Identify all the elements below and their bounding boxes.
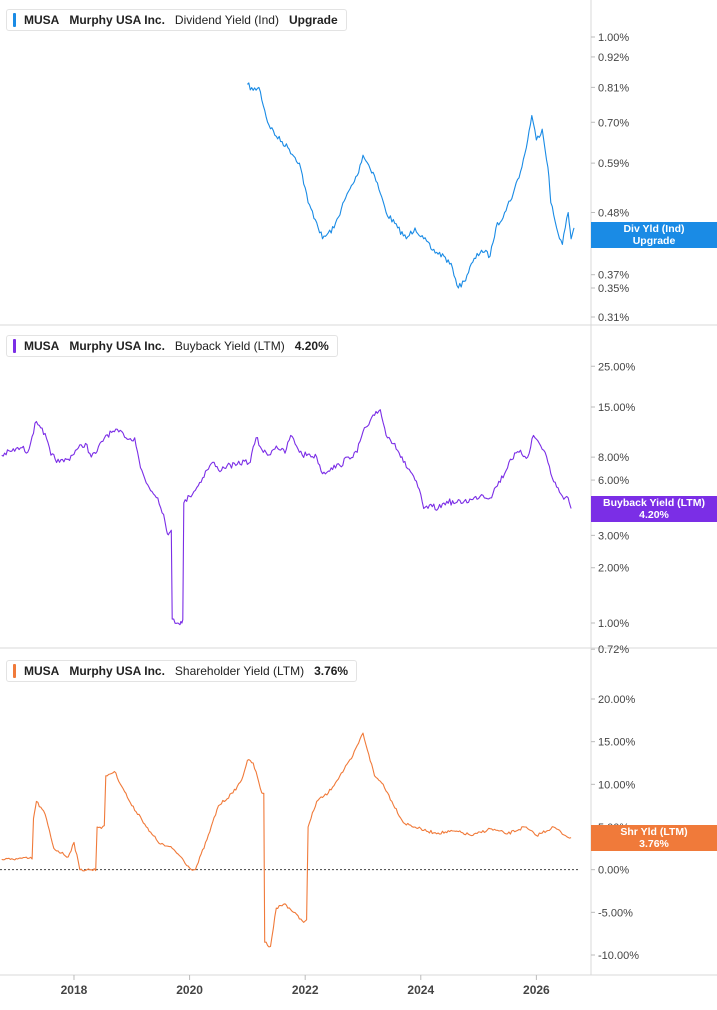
x-axis-tick-label: 2020 (176, 983, 203, 997)
y-axis-tick-label: 0.92% (598, 52, 629, 64)
legend-ticker: MUSA (24, 13, 60, 27)
last-value-tag-buyback: Buyback Yield (LTM) 4.20% (591, 496, 717, 522)
y-axis-tick-label: 0.00% (598, 865, 629, 877)
y-axis-tick-label: 6.00% (598, 475, 629, 487)
legend-ticker: MUSA (24, 339, 60, 353)
legend-value[interactable]: Upgrade (288, 13, 338, 27)
legend-color-bar (13, 13, 16, 27)
legend-company: Murphy USA Inc. (69, 664, 165, 678)
y-axis-tick-label: 0.81% (598, 82, 629, 94)
tag-label: Shr Yld (LTM) (620, 826, 688, 838)
legend-buyback-yield[interactable]: MUSA Murphy USA Inc. Buyback Yield (LTM)… (6, 335, 338, 357)
y-axis-tick-label: 3.00% (598, 530, 629, 542)
legend-shareholder-yield[interactable]: MUSA Murphy USA Inc. Shareholder Yield (… (6, 660, 358, 682)
y-axis-tick-label: 0.70% (598, 117, 629, 129)
x-axis-tick-label: 2018 (61, 983, 88, 997)
legend-color-bar (13, 664, 16, 678)
y-axis-tick-label: 25.00% (598, 361, 636, 373)
last-value-tag-shareholder: Shr Yld (LTM) 3.76% (591, 825, 717, 851)
legend-metric: Dividend Yield (Ind) (174, 13, 279, 27)
y-axis-tick-label: 0.37% (598, 270, 629, 282)
y-axis-tick-label: 0.72% (598, 644, 629, 656)
y-axis-tick-label: 2.00% (598, 563, 629, 575)
series-line (1, 732, 572, 948)
tag-label: Buyback Yield (LTM) (603, 497, 705, 509)
last-value-tag-dividend: Div Yld (Ind) Upgrade (591, 222, 717, 248)
legend-metric: Shareholder Yield (LTM) (174, 664, 305, 678)
y-axis-tick-label: 8.00% (598, 452, 629, 464)
legend-value: 4.20% (294, 339, 329, 353)
series-line (1, 409, 572, 626)
y-axis-tick-label: 0.59% (598, 158, 629, 170)
y-axis-tick-label: 0.48% (598, 207, 629, 219)
y-axis-tick-label: -10.00% (598, 950, 639, 962)
x-axis-tick-label: 2024 (407, 983, 434, 997)
series-line (246, 82, 575, 289)
legend-company: Murphy USA Inc. (69, 13, 165, 27)
y-axis-tick-label: 10.00% (598, 779, 636, 791)
tag-value: 4.20% (639, 509, 669, 521)
y-axis-tick-label: 1.00% (598, 618, 629, 630)
tag-value: 3.76% (639, 838, 669, 850)
y-axis-tick-label: 20.00% (598, 694, 636, 706)
x-axis-tick-label: 2022 (292, 983, 319, 997)
y-axis-tick-label: 0.31% (598, 312, 629, 324)
legend-metric: Buyback Yield (LTM) (174, 339, 285, 353)
y-axis-tick-label: 15.00% (598, 402, 636, 414)
legend-value: 3.76% (314, 664, 349, 678)
y-axis-tick-label: -5.00% (598, 907, 633, 919)
legend-color-bar (13, 339, 16, 353)
legend-company: Murphy USA Inc. (69, 339, 165, 353)
y-axis-tick-label: 15.00% (598, 737, 636, 749)
x-axis-tick-label: 2026 (523, 983, 550, 997)
y-axis-tick-label: 1.00% (598, 32, 629, 44)
tag-value: Upgrade (632, 235, 676, 247)
legend-dividend-yield[interactable]: MUSA Murphy USA Inc. Dividend Yield (Ind… (6, 9, 347, 31)
y-axis-tick-label: 0.35% (598, 283, 629, 295)
tag-label: Div Yld (Ind) (623, 223, 685, 235)
legend-ticker: MUSA (24, 664, 60, 678)
